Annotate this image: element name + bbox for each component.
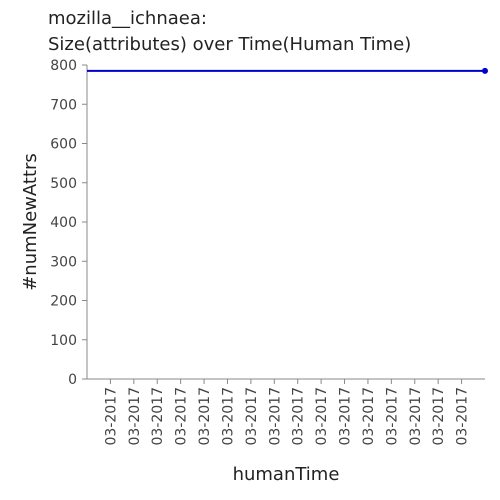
x-tick-label: 03-2017 [291, 387, 307, 446]
y-tick-label: 100 [50, 333, 77, 349]
x-axis-label: humanTime [233, 464, 340, 485]
x-tick-label: 03-2017 [267, 387, 283, 446]
x-tick-label: 03-2017 [150, 387, 166, 446]
end-marker [482, 67, 488, 74]
x-tick-label: 03-2017 [338, 387, 354, 446]
x-tick-label: 03-2017 [361, 387, 377, 446]
x-tick-label: 03-2017 [127, 387, 143, 446]
y-tick-label: 800 [50, 58, 77, 74]
y-tick-label: 300 [50, 254, 77, 270]
y-tick-label: 700 [50, 97, 77, 113]
y-axis-label: #numNewAttrs [20, 153, 41, 291]
x-tick-label: 03-2017 [103, 387, 119, 446]
x-tick-label: 03-2017 [384, 387, 400, 446]
x-tick-label: 03-2017 [431, 387, 447, 446]
x-tick-label: 03-2017 [174, 387, 190, 446]
x-tick-label: 03-2017 [314, 387, 330, 446]
y-tick-label: 500 [50, 176, 77, 192]
chart-title: mozilla__ichnaea: [48, 8, 207, 29]
y-tick-label: 200 [50, 294, 77, 310]
x-tick-label: 03-2017 [220, 387, 236, 446]
y-tick-label: 0 [68, 372, 77, 388]
x-tick-label: 03-2017 [408, 387, 424, 446]
chart-title: Size(attributes) over Time(Human Time) [48, 34, 411, 55]
x-tick-label: 03-2017 [455, 387, 471, 446]
y-tick-label: 600 [50, 137, 77, 153]
x-tick-label: 03-2017 [197, 387, 213, 446]
x-tick-label: 03-2017 [244, 387, 260, 446]
y-tick-label: 400 [50, 215, 77, 231]
